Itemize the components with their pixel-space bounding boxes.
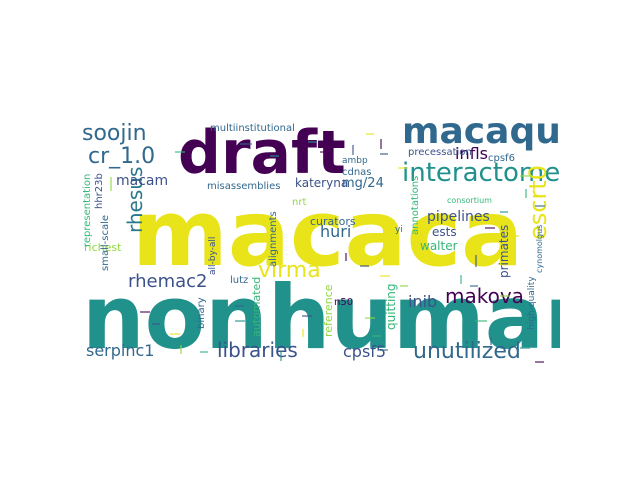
word-automated: automated — [250, 277, 263, 337]
word-cynomolgus: cynomolgus — [535, 225, 544, 273]
word-precessation: precessation — [408, 147, 472, 158]
tiny-word-speck — [360, 265, 369, 267]
word-annotations: annotations — [410, 176, 421, 235]
tiny-word-speck — [302, 329, 304, 337]
word-primates: primates — [497, 225, 511, 278]
tiny-word-speck — [520, 175, 532, 177]
word-binary: binary — [196, 297, 207, 329]
word-alignments: alignments — [268, 211, 279, 267]
tiny-word-speck — [345, 253, 347, 261]
tiny-word-speck — [240, 143, 252, 145]
tiny-word-speck — [470, 285, 478, 287]
word-macaque: macaque — [402, 115, 560, 152]
tiny-word-speck — [320, 151, 328, 153]
tiny-word-speck — [510, 235, 519, 237]
word-n50: n50 — [334, 297, 353, 308]
tiny-word-speck — [140, 311, 150, 313]
tiny-word-speck — [152, 323, 160, 325]
word-soojin: soojin — [82, 121, 147, 146]
word-high-quality: high-quality — [527, 276, 537, 330]
tiny-word-speck — [520, 347, 530, 349]
word-virma: virma — [258, 258, 321, 283]
word-infls: infls — [455, 144, 488, 163]
word-small-scale: small-scale — [100, 215, 111, 271]
word-walter: walter — [420, 239, 458, 253]
word-cpsf6: cpsf6 — [488, 153, 515, 164]
tiny-word-speck — [535, 361, 544, 363]
tiny-word-speck — [398, 167, 408, 169]
word-macaca: macaca — [132, 180, 523, 287]
tiny-word-speck — [280, 351, 282, 361]
word-unutilized: unutilized — [413, 339, 521, 364]
word-yi: yi — [395, 225, 403, 235]
word-lutz: lutz — [230, 275, 248, 286]
word-interactome: interactome — [402, 158, 560, 188]
word-ambp: ambp — [342, 156, 368, 166]
word-cr-1-0: cr_1.0 — [88, 144, 155, 169]
tiny-words-layer — [110, 133, 545, 363]
tiny-word-speck — [302, 315, 312, 317]
tiny-word-speck — [500, 211, 508, 213]
tiny-word-speck — [170, 333, 180, 335]
tiny-word-speck — [235, 305, 244, 307]
word-inib: inib — [408, 292, 437, 311]
word-serpinc1: serpinc1 — [86, 341, 154, 360]
tiny-word-speck — [372, 335, 381, 337]
word-libraries: libraries — [217, 338, 298, 362]
word-multiinstitutional: multiinstitutional — [210, 123, 295, 134]
word-cdnas: cdnas — [342, 167, 372, 178]
word-quitting: quitting — [384, 283, 398, 330]
tiny-word-speck — [500, 295, 510, 297]
word-representation: representation — [82, 174, 93, 247]
word-escrt0: escrt0 — [524, 165, 552, 240]
tiny-word-speck — [366, 133, 374, 135]
tiny-word-speck — [235, 320, 245, 322]
tiny-word-speck — [490, 337, 492, 345]
tiny-word-speck — [380, 349, 388, 351]
tiny-word-speck — [400, 285, 408, 287]
word-richest: richest — [84, 241, 122, 254]
word-cloud-svg: nonhuman macaca draft macaque interactom… — [82, 111, 607, 369]
tiny-word-speck — [175, 151, 185, 153]
word-makova: makova — [445, 284, 524, 308]
tiny-word-speck — [110, 177, 112, 191]
word-reference: reference — [322, 284, 335, 337]
tiny-word-speck — [308, 141, 317, 143]
tiny-word-speck — [525, 189, 527, 198]
word-huri: huri — [320, 222, 351, 241]
word-misassemblies: misassemblies — [207, 181, 280, 192]
word-all-by-all: all-by-all — [208, 237, 218, 275]
word-cpsf5: cpsf5 — [343, 342, 386, 361]
word-macam: macam — [116, 173, 168, 189]
tiny-word-speck — [200, 351, 208, 353]
word-ests: ests — [432, 225, 457, 239]
tiny-word-speck — [475, 255, 477, 267]
word-rhesus: rhesus — [123, 167, 147, 233]
word-hhr23b: hhr23b — [94, 173, 105, 209]
word-draft: draft — [178, 118, 346, 188]
word-nrt: nrt — [292, 197, 306, 208]
tiny-word-speck — [535, 205, 545, 207]
tiny-word-speck — [485, 227, 495, 229]
tiny-word-speck — [352, 145, 354, 155]
word-cloud: nonhuman macaca draft macaque interactom… — [80, 111, 607, 369]
word-rhemac2: rhemac2 — [128, 271, 207, 292]
word-consortium: consortium — [447, 196, 492, 205]
word-pipelines: pipelines — [427, 209, 490, 225]
tiny-word-speck — [365, 317, 375, 319]
tiny-word-speck — [180, 345, 182, 354]
tiny-word-speck — [380, 139, 382, 149]
tiny-word-speck — [270, 155, 279, 157]
word-curators: curators — [310, 215, 356, 228]
word-kateryna: kateryna — [295, 176, 348, 190]
tiny-word-speck — [380, 275, 390, 277]
tiny-word-speck — [460, 275, 462, 284]
tiny-word-speck — [475, 320, 487, 322]
word-mg24: mg/24 — [342, 176, 384, 191]
word-nonhuman: nonhuman — [82, 266, 560, 365]
tiny-word-speck — [380, 153, 388, 155]
